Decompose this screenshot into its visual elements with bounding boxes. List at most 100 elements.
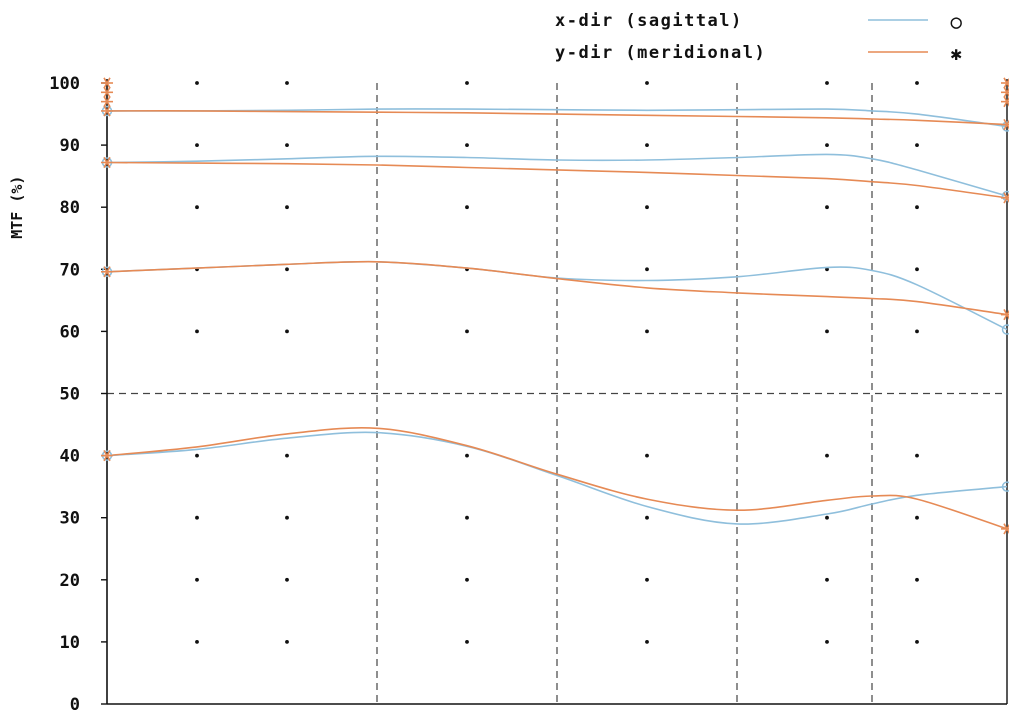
meridional-marker [101, 86, 113, 98]
grid-dot [285, 329, 289, 334]
meridional-marker [101, 266, 113, 278]
meridional-marker [101, 105, 113, 117]
grid-dot [465, 577, 469, 582]
grid-dot [825, 205, 829, 210]
meridional-marker [101, 77, 113, 89]
grid-dot [465, 515, 469, 520]
sagittal-marker [1001, 324, 1009, 335]
grid-dot [195, 81, 199, 85]
series-line-meridional [106, 260, 1008, 316]
grid-dot [285, 577, 289, 582]
meridional-marker [1001, 77, 1009, 89]
y-tick-label: 100 [49, 74, 80, 94]
meridional-marker [1001, 192, 1009, 204]
series-lines [106, 108, 1008, 530]
grid-dot [195, 205, 199, 210]
grid-dot [465, 453, 469, 458]
grid-dot [195, 453, 199, 458]
sagittal-marker [1001, 190, 1009, 202]
axes: 0 10 20 30 40 50 60 70 80 90 100 MTF (%) [8, 74, 1008, 711]
meridional-marker [1001, 119, 1009, 131]
y-tick-label: 50 [60, 385, 80, 405]
grid-dot [285, 515, 289, 520]
grid-dot [645, 267, 649, 272]
grid-dot [195, 640, 199, 644]
y-tick-label: 0 [70, 695, 80, 711]
grid-dot [825, 329, 829, 334]
grid-dot [465, 329, 469, 334]
series-line-sagittal [106, 431, 1008, 525]
series-line-meridional [106, 110, 1008, 126]
grid-dot [645, 577, 649, 582]
grid-dot [285, 640, 289, 644]
legend-marker-star: ✱ [951, 43, 964, 65]
grid-dot [915, 453, 919, 458]
grid-dot [285, 453, 289, 458]
y-tick-label: 70 [60, 260, 80, 280]
y-tick-label: 60 [60, 322, 80, 342]
grid-dot [645, 515, 649, 520]
grid-dot [465, 640, 469, 644]
grid-dot [825, 515, 829, 520]
grid-dot [645, 640, 649, 644]
meridional-marker [101, 450, 113, 462]
grid-dot [915, 515, 919, 520]
grid-dot [645, 329, 649, 334]
grid-dot [825, 81, 829, 85]
y-axis-label: MTF (%) [8, 176, 26, 239]
grid-dot [915, 329, 919, 334]
meridional-marker [1001, 96, 1009, 108]
series-line-meridional [106, 427, 1008, 530]
y-tick-label: 10 [60, 633, 80, 653]
grid-dot [915, 640, 919, 644]
series-line-sagittal [106, 153, 1008, 197]
grid-dot [825, 143, 829, 148]
y-tick-label: 20 [60, 571, 80, 591]
series-line-meridional [106, 161, 1008, 199]
legend-label: y-dir (meridional) [555, 43, 766, 63]
y-tick-label: 90 [60, 136, 80, 156]
grid-dot [915, 143, 919, 148]
meridional-marker [1001, 86, 1009, 98]
grid-dot [915, 81, 919, 85]
edge-markers [101, 77, 1009, 535]
y-tick-label: 30 [60, 509, 80, 529]
y-tick-label: 80 [60, 198, 80, 218]
grid-dot [465, 205, 469, 210]
grid [107, 81, 1007, 704]
meridional-marker [101, 156, 113, 169]
grid-dot [285, 143, 289, 148]
grid-dot [825, 577, 829, 582]
meridional-marker [101, 96, 113, 108]
grid-dot [915, 267, 919, 272]
grid-dot [465, 143, 469, 148]
meridional-marker [1001, 523, 1009, 535]
grid-dot [285, 205, 289, 210]
grid-dot [285, 81, 289, 85]
grid-dot [645, 205, 649, 210]
grid-dot [285, 267, 289, 272]
series-line-sagittal [106, 260, 1008, 331]
series-line-sagittal [106, 108, 1008, 128]
sagittal-marker [1001, 121, 1009, 132]
grid-dot [645, 453, 649, 458]
legend: x-dir (sagittal) ○ y-dir (meridional) ✱ [555, 11, 964, 65]
grid-dot [825, 640, 829, 644]
grid-dot [645, 81, 649, 85]
legend-label: x-dir (sagittal) [555, 11, 743, 31]
grid-dot [195, 515, 199, 520]
grid-dot [915, 577, 919, 582]
legend-marker-circle: ○ [951, 11, 964, 33]
sagittal-marker [1001, 481, 1009, 492]
grid-dot [825, 453, 829, 458]
grid-dot [825, 267, 829, 272]
grid-dot [915, 205, 919, 210]
y-tick-label: 40 [60, 447, 80, 467]
grid-dot [645, 143, 649, 148]
grid-dot [195, 577, 199, 582]
grid-dot [195, 143, 199, 148]
meridional-marker [1001, 309, 1009, 321]
grid-dot [195, 329, 199, 334]
